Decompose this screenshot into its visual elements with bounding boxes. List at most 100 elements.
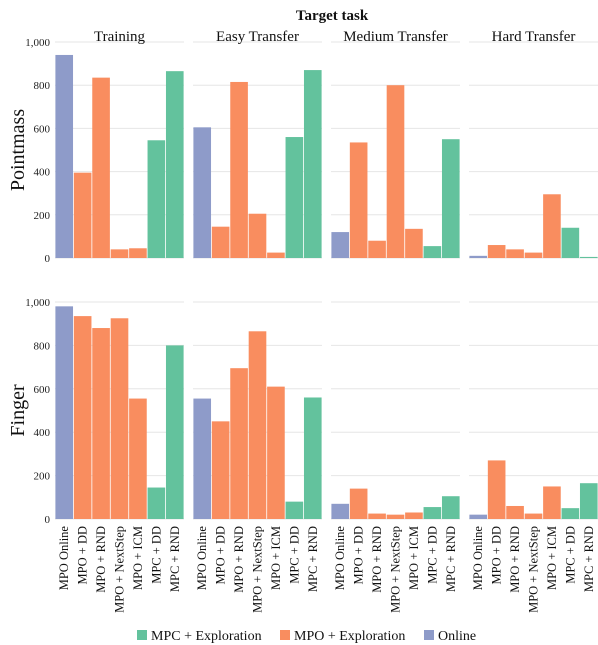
- legend-swatch-mpo-exploration: [280, 630, 290, 640]
- panel-finger-medium-transfer: [331, 301, 460, 520]
- y-tick-label: 200: [34, 471, 51, 483]
- legend-swatch-mpc-exploration: [137, 630, 147, 640]
- category-label-mpo-nextstep: MPO + NextStep: [251, 526, 265, 613]
- bar-mpo-rnd: [506, 505, 524, 519]
- category-label-mpc-rnd: MPC + RND: [168, 526, 182, 592]
- panel-pointmass-medium-transfer: [331, 41, 460, 259]
- bar-mpc-dd: [285, 501, 304, 519]
- row-title-pointmass: Pointmass: [7, 109, 29, 191]
- category-label-mpo-nextstep: MPO + NextStep: [389, 526, 403, 613]
- bar-mpo-dd: [73, 172, 92, 258]
- bar-mpc-dd: [285, 137, 304, 258]
- category-label-mpc-dd: MPC + DD: [149, 526, 163, 584]
- y-tick-label: 0: [45, 253, 51, 265]
- bar-mpo-online: [331, 232, 350, 258]
- category-label-mpo-icm: MPO + ICM: [131, 526, 145, 590]
- bar-mpo-rnd: [92, 77, 110, 258]
- bar-mpc-rnd: [441, 496, 460, 519]
- bar-mpc-dd: [561, 227, 580, 258]
- bar-mpc-rnd: [441, 139, 460, 258]
- panel-finger-hard-transfer: [469, 301, 598, 520]
- category-label-mpo-dd: MPO + DD: [214, 526, 228, 584]
- category-label-mpo-dd: MPO + DD: [352, 526, 366, 584]
- bar-mpo-rnd: [92, 328, 110, 519]
- category-label-mpo-online: MPO Online: [195, 526, 209, 591]
- category-label-mpo-nextstep: MPO + NextStep: [113, 526, 127, 613]
- bar-mpo-icm: [543, 486, 561, 519]
- bar-mpo-online: [55, 54, 74, 259]
- bar-mpo-icm: [129, 398, 147, 519]
- panels: Pointmass 0 200 400 600 800 1,000 Training Easy …: [7, 29, 598, 613]
- bar-mpc-rnd: [579, 256, 598, 258]
- y-tick-label: 600: [34, 123, 51, 135]
- bar-mpo-icm: [405, 512, 423, 519]
- legend-swatch-online: [424, 630, 434, 640]
- bar-mpo-dd: [349, 142, 368, 258]
- category-label-mpo-dd: MPO + DD: [490, 526, 504, 584]
- bar-mpo-icm: [129, 248, 147, 258]
- bar-mpo-nextstep: [248, 331, 267, 519]
- category-label-mpo-nextstep: MPO + NextStep: [527, 526, 541, 613]
- category-label-mpo-icm: MPO + ICM: [269, 526, 283, 590]
- bar-mpo-online: [469, 514, 488, 519]
- bar-mpo-dd: [211, 421, 230, 519]
- bar-mpo-nextstep: [524, 513, 543, 519]
- bar-mpo-rnd: [368, 513, 386, 519]
- category-label-mpc-dd: MPC + DD: [425, 526, 439, 584]
- bar-mpo-icm: [405, 228, 423, 258]
- bar-mpo-dd: [349, 488, 368, 519]
- y-tick-label: 1,000: [25, 297, 50, 309]
- y-tick-label: 600: [34, 384, 51, 396]
- bar-mpc-dd: [147, 487, 166, 519]
- y-tick-label: 800: [34, 340, 51, 352]
- bar-mpc-dd: [423, 507, 442, 519]
- y-tick-label: 400: [34, 167, 51, 179]
- bar-mpc-rnd: [303, 70, 322, 258]
- bar-mpo-rnd: [230, 81, 248, 259]
- bar-mpo-dd: [487, 245, 506, 258]
- bar-mpc-rnd: [579, 483, 598, 519]
- category-label-mpc-rnd: MPC + RND: [582, 526, 596, 592]
- bar-mpc-dd: [423, 246, 442, 258]
- category-label-mpo-rnd: MPO + RND: [370, 526, 384, 593]
- bar-mpc-rnd: [165, 71, 184, 258]
- category-label-mpc-rnd: MPC + RND: [444, 526, 458, 592]
- bar-mpo-icm: [543, 194, 561, 258]
- bar-mpo-nextstep: [110, 318, 129, 519]
- category-label-mpc-rnd: MPC + RND: [306, 526, 320, 592]
- bar-mpo-online: [193, 398, 212, 519]
- bar-mpc-rnd: [165, 345, 184, 519]
- bar-mpo-dd: [487, 460, 506, 519]
- bar-mpo-rnd: [230, 368, 248, 519]
- panel-pointmass-hard-transfer: [469, 41, 598, 259]
- bar-mpo-nextstep: [524, 252, 543, 258]
- bar-mpo-rnd: [368, 240, 386, 258]
- y-tick-label: 200: [34, 210, 51, 222]
- category-label-mpo-online: MPO Online: [471, 526, 485, 591]
- bar-mpo-online: [55, 306, 74, 519]
- bar-mpo-online: [193, 127, 212, 258]
- category-label-mpc-dd: MPC + DD: [287, 526, 301, 584]
- panel-finger-training: [55, 301, 184, 520]
- bar-mpo-dd: [73, 316, 92, 519]
- column-title-easy-transfer: Easy Transfer: [216, 29, 299, 45]
- bar-mpo-online: [469, 255, 488, 258]
- legend-label-online: Online: [438, 629, 476, 644]
- category-label-mpo-icm: MPO + ICM: [407, 526, 421, 590]
- bar-mpo-icm: [267, 386, 285, 519]
- bar-mpo-online: [331, 503, 350, 519]
- bar-mpo-nextstep: [386, 514, 405, 519]
- category-label-mpo-online: MPO Online: [57, 526, 71, 591]
- category-label-mpo-rnd: MPO + RND: [94, 526, 108, 593]
- y-tick-label: 400: [34, 427, 51, 439]
- y-tick-label: 800: [34, 80, 51, 92]
- bar-mpc-dd: [561, 508, 580, 519]
- panel-finger-easy-transfer: [193, 301, 322, 520]
- category-label-mpo-rnd: MPO + RND: [508, 526, 522, 593]
- legend-label-mpc-exploration: MPC + Exploration: [151, 629, 262, 644]
- column-title-medium-transfer: Medium Transfer: [343, 29, 448, 45]
- bar-mpc-dd: [147, 140, 166, 258]
- panel-pointmass-training: [55, 41, 184, 259]
- panel-pointmass-easy-transfer: [193, 41, 322, 259]
